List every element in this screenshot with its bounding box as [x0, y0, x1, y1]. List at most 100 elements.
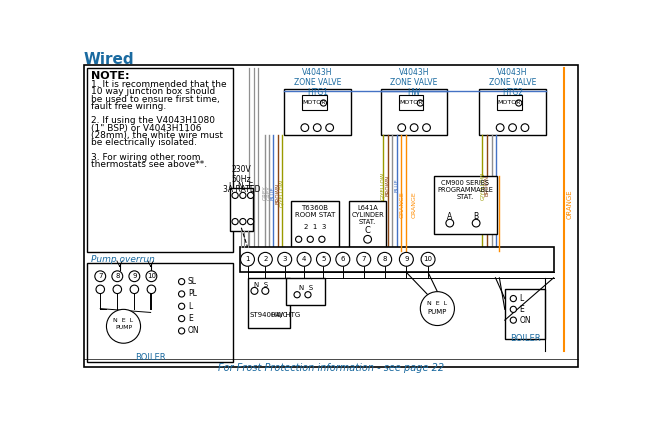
Circle shape: [251, 287, 258, 295]
Text: 7: 7: [362, 256, 366, 262]
Circle shape: [305, 292, 311, 298]
Text: ORANGE: ORANGE: [411, 191, 417, 218]
Circle shape: [326, 124, 333, 132]
Text: N  E  L: N E L: [113, 318, 133, 323]
Text: 1: 1: [245, 256, 250, 262]
Text: 7: 7: [98, 273, 102, 279]
Circle shape: [241, 252, 254, 266]
Text: 2: 2: [263, 256, 267, 262]
Text: BROWN: BROWN: [385, 175, 390, 196]
Circle shape: [422, 124, 430, 132]
Text: CM900 SERIES
PROGRAMMABLE
STAT.: CM900 SERIES PROGRAMMABLE STAT.: [437, 180, 493, 200]
Bar: [381, 89, 448, 135]
Text: ORANGE: ORANGE: [567, 190, 573, 219]
Text: V4043H
ZONE VALVE
HTG1: V4043H ZONE VALVE HTG1: [294, 68, 341, 97]
Circle shape: [240, 219, 246, 225]
Circle shape: [248, 192, 254, 198]
Text: N  S: N S: [254, 281, 268, 288]
Circle shape: [421, 252, 435, 266]
Circle shape: [296, 236, 302, 242]
Text: L: L: [188, 302, 192, 311]
Text: 3. For wiring other room: 3. For wiring other room: [91, 153, 201, 162]
Text: be used to ensure first time,: be used to ensure first time,: [91, 95, 220, 103]
Circle shape: [147, 285, 156, 294]
Circle shape: [278, 252, 292, 266]
Circle shape: [248, 219, 254, 225]
Text: (28mm), the white wire must: (28mm), the white wire must: [91, 131, 223, 140]
Text: 8: 8: [115, 273, 120, 279]
Text: V4043H
ZONE VALVE
HW: V4043H ZONE VALVE HW: [390, 68, 438, 97]
Text: 10: 10: [147, 273, 156, 279]
Text: 10: 10: [424, 256, 433, 262]
Circle shape: [179, 316, 185, 322]
Bar: [284, 89, 351, 135]
Text: 3: 3: [283, 256, 287, 262]
Circle shape: [521, 124, 529, 132]
Circle shape: [421, 292, 454, 325]
Text: 2  1  3: 2 1 3: [303, 224, 326, 230]
Text: 10 way junction box should: 10 way junction box should: [91, 87, 215, 96]
Text: V4043H
ZONE VALVE
HTG2: V4043H ZONE VALVE HTG2: [489, 68, 536, 97]
Text: be electrically isolated.: be electrically isolated.: [91, 138, 197, 147]
Circle shape: [398, 124, 406, 132]
Text: B: B: [474, 212, 479, 221]
Circle shape: [364, 235, 371, 243]
Text: 2. If using the V4043H1080: 2. If using the V4043H1080: [91, 116, 215, 125]
Circle shape: [96, 285, 105, 294]
Circle shape: [336, 252, 350, 266]
Bar: [230, 188, 253, 231]
Circle shape: [240, 192, 246, 198]
Bar: [349, 201, 386, 247]
Circle shape: [319, 236, 325, 242]
Text: L641A
CYLINDER
STAT.: L641A CYLINDER STAT.: [351, 205, 384, 225]
Text: PUMP: PUMP: [115, 325, 132, 330]
Circle shape: [297, 252, 311, 266]
Text: C: C: [365, 225, 371, 235]
Bar: [248, 278, 290, 328]
Text: MOTOR: MOTOR: [498, 100, 521, 105]
Circle shape: [107, 309, 140, 343]
Text: 230V
50Hz
3A RATED: 230V 50Hz 3A RATED: [223, 165, 260, 195]
Circle shape: [509, 124, 516, 132]
Text: Wired: Wired: [84, 52, 135, 67]
Text: 9: 9: [132, 273, 137, 279]
Circle shape: [320, 100, 327, 106]
Text: BOILER: BOILER: [510, 334, 540, 343]
Text: ON: ON: [188, 327, 199, 335]
Circle shape: [95, 271, 105, 281]
Circle shape: [496, 124, 504, 132]
Text: 9: 9: [404, 256, 409, 262]
Circle shape: [516, 100, 522, 106]
Bar: [433, 176, 497, 234]
Circle shape: [301, 124, 309, 132]
Text: 4: 4: [302, 256, 306, 262]
Text: PUMP: PUMP: [428, 309, 447, 315]
Circle shape: [446, 219, 454, 227]
Circle shape: [307, 236, 313, 242]
Text: PL: PL: [188, 289, 197, 298]
Circle shape: [179, 279, 185, 285]
Circle shape: [410, 124, 418, 132]
Text: G/YELLOW: G/YELLOW: [279, 179, 284, 207]
Text: BROWN: BROWN: [275, 182, 280, 204]
Text: NOTE:: NOTE:: [91, 70, 129, 81]
Text: L: L: [520, 294, 524, 303]
Text: fault free wiring.: fault free wiring.: [91, 102, 166, 111]
Text: E: E: [520, 305, 524, 314]
Circle shape: [399, 252, 413, 266]
Bar: [291, 201, 339, 247]
Circle shape: [130, 285, 138, 294]
Text: 5: 5: [322, 256, 325, 262]
Circle shape: [232, 192, 238, 198]
Bar: [497, 95, 522, 110]
Text: BROWN: BROWN: [485, 175, 490, 196]
Text: ST9400A/C: ST9400A/C: [250, 312, 288, 319]
Circle shape: [510, 295, 516, 302]
Circle shape: [112, 271, 123, 281]
Circle shape: [262, 287, 269, 295]
Circle shape: [179, 328, 185, 334]
Text: G/YELLOW: G/YELLOW: [480, 171, 485, 200]
Bar: [505, 289, 545, 339]
Circle shape: [378, 252, 391, 266]
Circle shape: [417, 100, 423, 106]
